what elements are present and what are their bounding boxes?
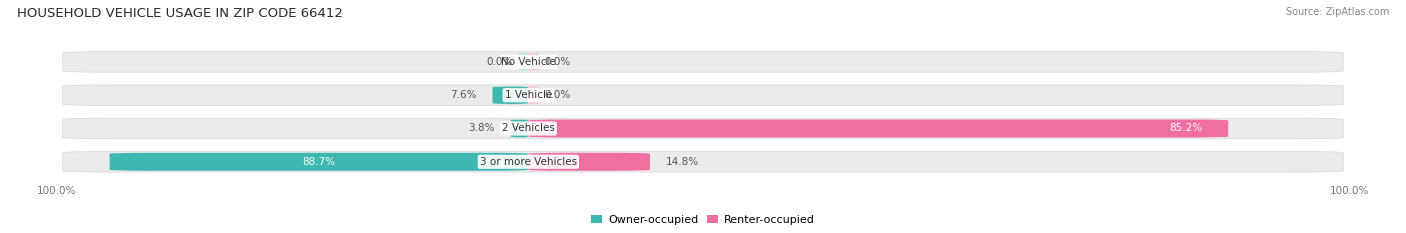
FancyBboxPatch shape [516,53,531,71]
Text: 88.7%: 88.7% [302,157,336,167]
FancyBboxPatch shape [526,86,541,104]
Text: 0.0%: 0.0% [544,90,571,100]
Text: 1 Vehicle: 1 Vehicle [505,90,553,100]
FancyBboxPatch shape [63,51,1343,72]
Text: HOUSEHOLD VEHICLE USAGE IN ZIP CODE 66412: HOUSEHOLD VEHICLE USAGE IN ZIP CODE 6641… [17,7,343,20]
Text: 3 or more Vehicles: 3 or more Vehicles [479,157,576,167]
Text: No Vehicle: No Vehicle [501,57,555,67]
Text: 85.2%: 85.2% [1170,123,1202,134]
Text: 7.6%: 7.6% [450,90,477,100]
Text: 0.0%: 0.0% [486,57,513,67]
Text: 2 Vehicles: 2 Vehicles [502,123,555,134]
FancyBboxPatch shape [63,118,1343,139]
FancyBboxPatch shape [529,153,650,171]
Text: 14.8%: 14.8% [665,157,699,167]
FancyBboxPatch shape [529,120,1229,137]
FancyBboxPatch shape [489,120,550,137]
FancyBboxPatch shape [526,53,541,71]
FancyBboxPatch shape [63,85,1343,106]
Legend: Owner-occupied, Renter-occupied: Owner-occupied, Renter-occupied [586,210,820,229]
FancyBboxPatch shape [110,153,529,171]
FancyBboxPatch shape [489,86,531,104]
FancyBboxPatch shape [63,151,1343,172]
Text: 3.8%: 3.8% [468,123,495,134]
Text: 0.0%: 0.0% [544,57,571,67]
Text: Source: ZipAtlas.com: Source: ZipAtlas.com [1285,7,1389,17]
